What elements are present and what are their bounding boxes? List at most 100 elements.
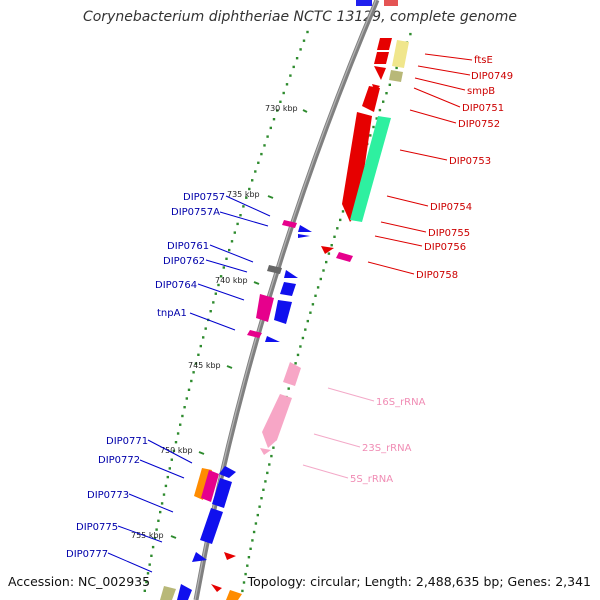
leader-line-16S-rRNA <box>327 387 375 402</box>
gene-DIP0756-arrow <box>336 252 353 262</box>
tick-dot <box>190 379 193 383</box>
tick-dot <box>246 564 249 567</box>
tick-dot <box>385 92 388 95</box>
rrna-features <box>260 362 301 455</box>
leader-line-DIP0757A <box>219 211 269 227</box>
tick-dot <box>155 528 158 531</box>
gene-feature-olive <box>389 70 403 82</box>
tick-dot <box>230 240 234 243</box>
gene-DIP0761-arrow <box>267 265 282 274</box>
tick-dot <box>222 266 225 269</box>
tick-dot <box>302 39 306 42</box>
tick-dot <box>181 414 184 418</box>
leader-line-5S-rRNA <box>302 464 349 479</box>
gene-DIP0757-arrow <box>282 220 297 228</box>
leader-line-ftsE <box>424 53 473 61</box>
tick-dot <box>242 205 245 208</box>
gene-label-23S-rRNA: 23S_rRNA <box>362 443 412 454</box>
tick-dot <box>249 547 252 550</box>
gene-DIP0762-arrow <box>284 270 298 278</box>
tick-dot <box>172 449 176 453</box>
tick-dot <box>247 556 251 559</box>
leader-line-smpB <box>414 77 466 91</box>
kbp-tick-mark <box>302 109 308 113</box>
genome-summary-label: Topology: circular; Length: 2,488,635 bp… <box>247 574 591 589</box>
tick-dot <box>306 319 309 323</box>
gene-label-DIP0755: DIP0755 <box>428 228 470 239</box>
gene-label-DIP0752: DIP0752 <box>458 119 500 130</box>
gene-feature <box>374 66 386 80</box>
gene-DIP0773-arrow <box>212 478 232 508</box>
tick-dot <box>248 187 251 191</box>
gene-label-DIP0753: DIP0753 <box>449 156 491 167</box>
leader-line-DIP0772 <box>139 459 185 479</box>
tick-dot <box>197 353 200 356</box>
gene-feature <box>384 0 398 6</box>
tick-dot <box>309 311 312 314</box>
tick-dot <box>294 362 297 365</box>
kbp-label-745: 745 kbp <box>188 361 221 370</box>
forward-strand-features <box>211 0 409 600</box>
tick-dot <box>151 545 155 549</box>
tick-dot <box>330 244 333 247</box>
tick-dot <box>372 125 375 129</box>
tick-dot <box>260 497 263 500</box>
tick-dot <box>285 83 289 86</box>
tick-dot <box>153 537 156 540</box>
leader-line-DIP0761 <box>209 244 254 263</box>
tick-dot <box>160 502 164 505</box>
tick-dot <box>282 91 285 95</box>
gene-DIP0775-arrow <box>192 552 207 562</box>
gene-label-DIP0749: DIP0749 <box>471 71 513 82</box>
tick-dot <box>369 134 372 137</box>
tick-dot <box>150 554 153 557</box>
leader-line-DIP0762 <box>205 259 248 273</box>
kbp-scale: 730 kbp 735 kbp 740 kbp 745 kbp 750 kbp … <box>131 104 308 540</box>
tick-dot <box>301 336 305 340</box>
tick-dot <box>225 257 228 260</box>
kbp-label-735: 735 kbp <box>227 190 260 199</box>
tick-dot <box>251 179 254 182</box>
tick-dot <box>143 589 146 592</box>
kbp-label-755: 755 kbp <box>131 531 164 540</box>
leader-line-DIP0749 <box>417 65 471 76</box>
leader-line-DIP0773 <box>128 493 174 513</box>
rrna-gene-labels: 16S_rRNA 23S_rRNA 5S_rRNA <box>350 397 426 485</box>
gene-label-DIP0772: DIP0772 <box>98 455 140 466</box>
tick-dot <box>375 117 378 120</box>
reverse-gene-labels: DIP0757 DIP0757A DIP0761 DIP0762 DIP0764… <box>66 192 225 560</box>
leader-line-DIP0756 <box>374 235 423 247</box>
tick-dot <box>214 292 217 295</box>
tick-dot <box>241 589 244 593</box>
gene-feature <box>298 234 310 238</box>
tick-dot <box>336 227 339 230</box>
gene-label-DIP0757A: DIP0757A <box>171 207 220 218</box>
tick-dot <box>252 530 256 534</box>
leader-line-23S-rRNA <box>313 433 361 448</box>
gene-feature <box>177 584 192 600</box>
tick-dot <box>256 513 259 517</box>
tick-dot <box>212 301 215 304</box>
leader-line-DIP0752 <box>409 109 457 124</box>
tick-dot <box>311 303 315 306</box>
tick-dot <box>276 109 279 112</box>
leader-line-DIP0757 <box>225 195 271 217</box>
tick-dot <box>262 488 265 491</box>
tick-dot <box>164 484 168 488</box>
gene-feature-orange <box>226 590 242 600</box>
tick-dot <box>219 275 223 278</box>
tick-dot <box>242 581 246 584</box>
tick-dot <box>254 170 257 173</box>
tick-dot <box>270 454 273 458</box>
leader-line-DIP0764 <box>197 283 245 301</box>
tick-dot <box>159 510 162 514</box>
gene-label-DIP0771: DIP0771 <box>106 436 148 447</box>
tick-dot <box>228 248 231 252</box>
gene-16S-rRNA-arrow <box>283 362 301 386</box>
tick-dot <box>296 353 300 357</box>
gene-DIP0757A-arrow <box>298 225 312 232</box>
tick-dot <box>174 441 178 444</box>
leader-line-DIP0771 <box>147 439 193 464</box>
gene-feature <box>224 552 236 560</box>
